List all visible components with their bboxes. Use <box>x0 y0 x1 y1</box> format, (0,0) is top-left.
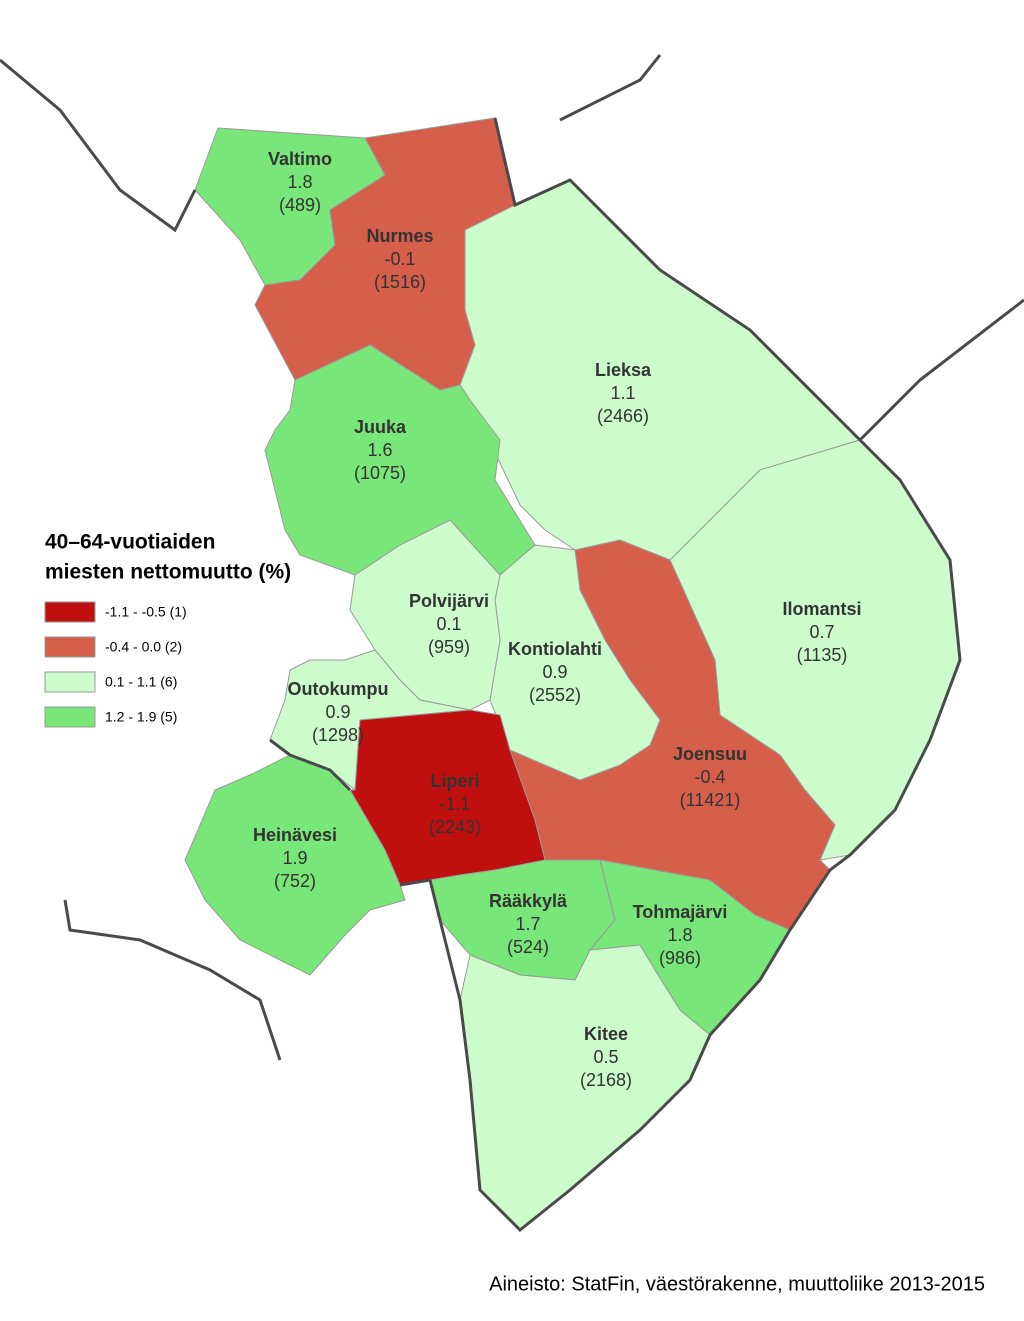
source: Aineisto: StatFin, väestörakenne, muutto… <box>489 1273 985 1295</box>
region-count: (1135) <box>797 645 848 665</box>
region-name: Tohmajärvi <box>633 902 728 922</box>
region-name: Lieksa <box>595 360 652 380</box>
region-count: (752) <box>274 871 316 891</box>
region-value: -0.4 <box>694 767 725 787</box>
region-name: Nurmes <box>366 226 433 246</box>
region-value: 0.5 <box>593 1047 618 1067</box>
region-value: 0.9 <box>325 702 350 722</box>
region-count: (986) <box>659 948 701 968</box>
region-count: (1075) <box>354 463 406 483</box>
region-value: 1.6 <box>367 440 392 460</box>
region-value: 0.1 <box>436 614 461 634</box>
legend-label: 0.1 - 1.1 (6) <box>105 674 177 690</box>
region-name: Outokumpu <box>288 679 389 699</box>
border <box>559 54 662 122</box>
region-value: -0.1 <box>384 249 415 269</box>
region-count: (2466) <box>597 406 649 426</box>
region-count: (11421) <box>680 790 741 810</box>
region-name: Heinävesi <box>253 825 337 845</box>
region-value: 1.9 <box>282 848 307 868</box>
legend-swatch <box>44 601 96 623</box>
region-name: Juuka <box>354 417 407 437</box>
legend-title: 40–64-vuotiaiden <box>45 531 215 554</box>
border <box>399 117 962 1233</box>
region-value: 1.8 <box>667 925 692 945</box>
region-count: (2168) <box>580 1070 632 1090</box>
region-name: Valtimo <box>268 149 332 169</box>
region-count: (1298) <box>312 725 364 745</box>
legend: 40–64-vuotiaiden miesten nettomuutto (%)… <box>44 531 291 728</box>
border <box>269 738 352 792</box>
regions <box>184 117 961 1231</box>
border <box>858 298 1024 442</box>
legend-swatch <box>44 706 96 728</box>
region-name: Ilomantsi <box>782 599 861 619</box>
region-name: Liperi <box>430 771 479 791</box>
region-value: 1.8 <box>287 172 312 192</box>
region-value: 1.7 <box>515 914 540 934</box>
region-name: Kontiolahti <box>508 639 602 659</box>
region-value: 0.7 <box>809 622 834 642</box>
region-count: (524) <box>507 937 549 957</box>
region-count: (2243) <box>429 817 481 837</box>
region-name: Kitee <box>584 1024 628 1044</box>
region-name: Rääkkylä <box>489 891 568 911</box>
region-count: (489) <box>279 195 321 215</box>
region-value: 0.9 <box>542 662 567 682</box>
legend-swatch <box>44 671 96 693</box>
region-value: 1.1 <box>610 383 635 403</box>
labels: Valtimo 1.8 (489) Nurmes -0.1 (1516) Lieksa 1.1… <box>253 149 862 1090</box>
region-value: -1.1 <box>439 794 470 814</box>
border <box>0 58 197 233</box>
region-name: Joensuu <box>673 744 747 764</box>
legend-label: 1.2 - 1.9 (5) <box>105 709 177 725</box>
legend-swatch <box>44 636 96 658</box>
region-name: Polvijärvi <box>409 591 489 611</box>
legend-label: -1.1 - -0.5 (1) <box>105 604 187 620</box>
border <box>63 899 282 1061</box>
region-count: (959) <box>428 637 470 657</box>
legend-label: -0.4 - 0.0 (2) <box>105 639 182 655</box>
region-count: (1516) <box>374 272 426 292</box>
region-count: (2552) <box>529 685 581 705</box>
legend-title: miesten nettomuutto (%) <box>45 561 291 584</box>
region <box>184 754 406 976</box>
borders <box>0 54 1024 1233</box>
